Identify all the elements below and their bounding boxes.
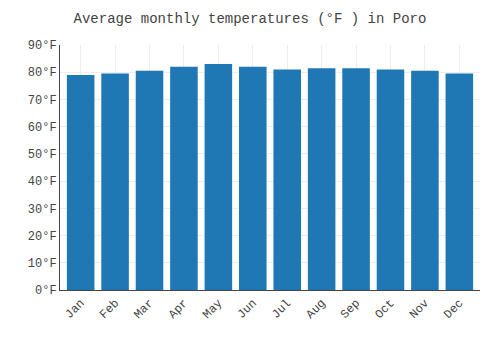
svg-text:40°F: 40°F [28, 175, 57, 189]
svg-text:Average monthly temperatures (: Average monthly temperatures (°F ) in Po… [74, 11, 427, 27]
svg-text:50°F: 50°F [28, 148, 57, 162]
svg-text:90°F: 90°F [28, 39, 57, 53]
svg-text:Aug: Aug [304, 297, 329, 322]
svg-text:Jul: Jul [269, 297, 294, 322]
svg-text:Feb: Feb [97, 297, 122, 322]
svg-text:Dec: Dec [441, 297, 466, 322]
svg-text:10°F: 10°F [28, 257, 57, 271]
svg-text:Jan: Jan [63, 297, 88, 322]
svg-text:Apr: Apr [166, 297, 191, 322]
svg-text:Jun: Jun [235, 297, 260, 322]
svg-text:Nov: Nov [407, 297, 432, 322]
svg-text:Mar: Mar [131, 297, 156, 322]
svg-text:70°F: 70°F [28, 94, 57, 108]
svg-text:60°F: 60°F [28, 121, 57, 135]
svg-text:Sep: Sep [338, 297, 363, 322]
svg-text:May: May [200, 297, 225, 322]
svg-text:20°F: 20°F [28, 230, 57, 244]
svg-text:Oct: Oct [372, 297, 397, 322]
svg-text:0°F: 0°F [35, 284, 57, 298]
svg-text:80°F: 80°F [28, 66, 57, 80]
svg-text:30°F: 30°F [28, 203, 57, 217]
